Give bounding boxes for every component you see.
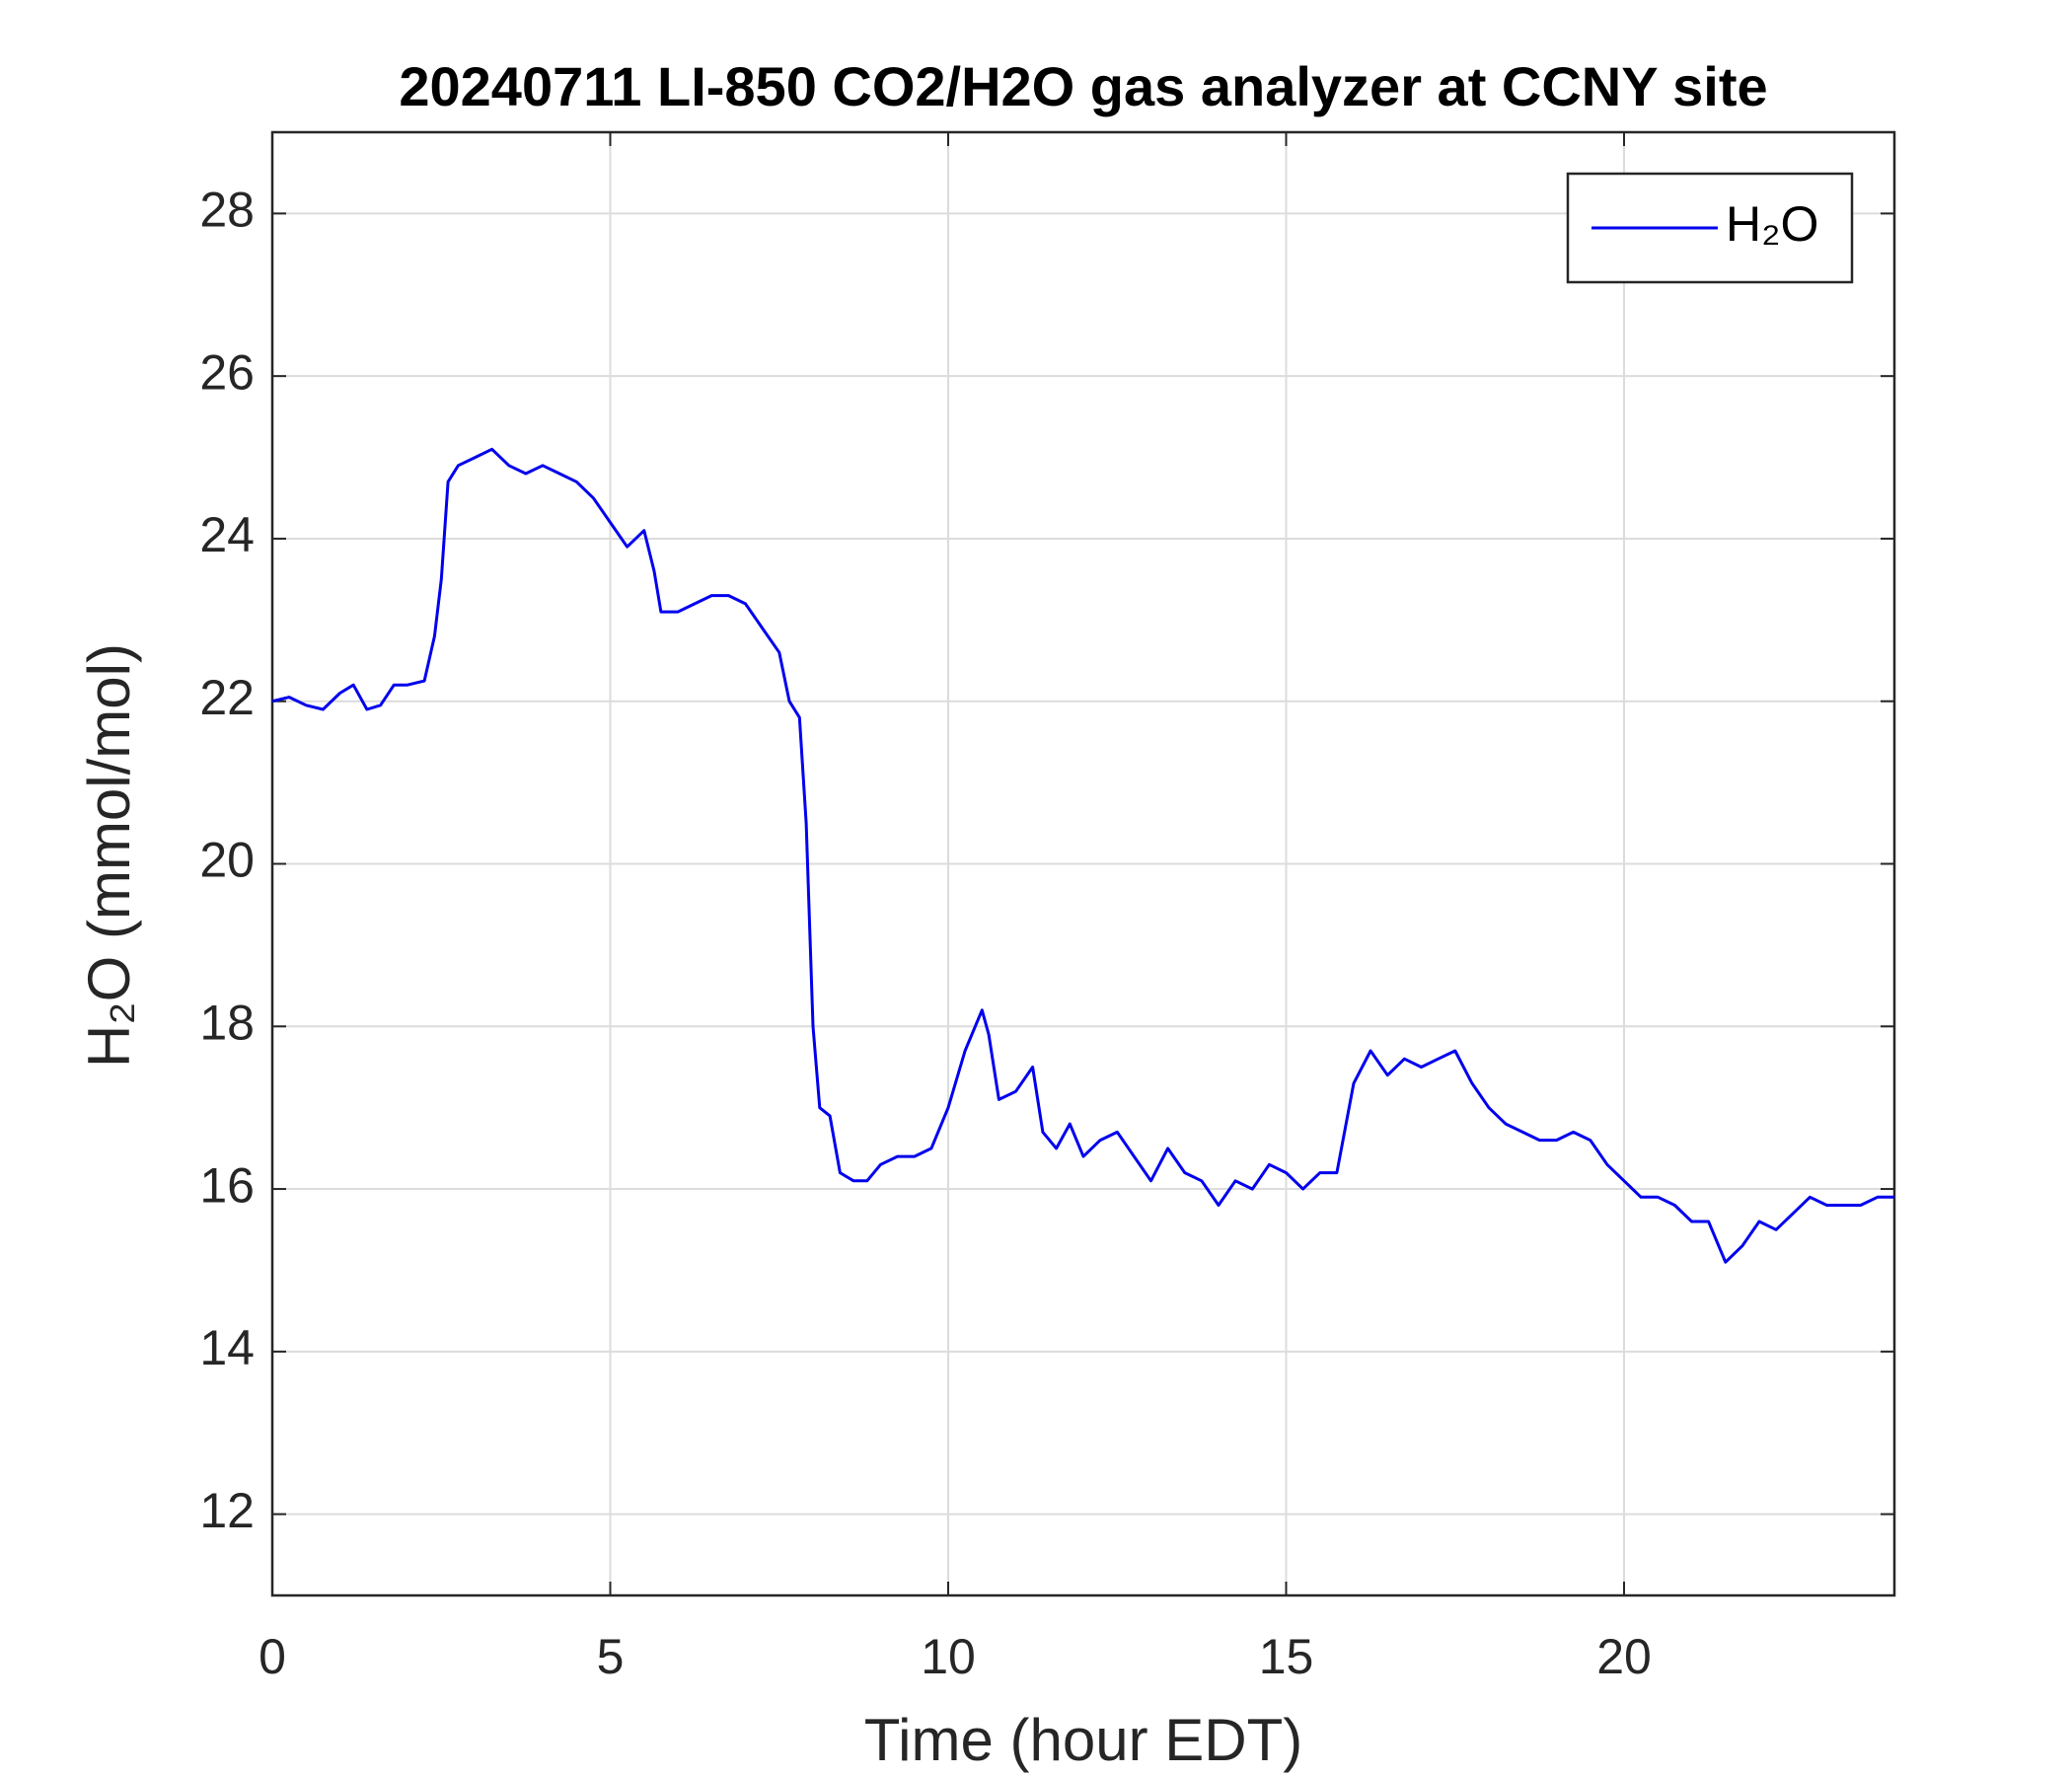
- legend-label: H₂O: [1726, 196, 1818, 252]
- x-tick-label: 5: [597, 1629, 625, 1684]
- x-tick-label: 0: [259, 1629, 286, 1684]
- y-tick-label: 20: [199, 833, 255, 888]
- y-tick-label: 14: [199, 1320, 255, 1375]
- y-tick-label: 16: [199, 1157, 255, 1213]
- y-tick-label: 22: [199, 670, 255, 725]
- y-tick-label: 12: [199, 1483, 255, 1538]
- y-tick-label: 24: [199, 507, 255, 562]
- y-tick-label: 28: [199, 183, 255, 238]
- y-tick-label: 18: [199, 995, 255, 1050]
- plot-frame: [270, 130, 1896, 1597]
- y-axis-label: H₂O (mmol/mol): [76, 643, 142, 1068]
- x-axis-label: Time (hour EDT): [864, 1707, 1303, 1773]
- x-tick-label: 20: [1596, 1629, 1652, 1684]
- x-tick-label: 15: [1259, 1629, 1314, 1684]
- chart-title: 20240711 LI-850 CO2/H2O gas analyzer at …: [399, 55, 1767, 117]
- x-tick-label: 10: [921, 1629, 976, 1684]
- y-tick-label: 26: [199, 344, 255, 400]
- data-line: [271, 447, 1894, 1264]
